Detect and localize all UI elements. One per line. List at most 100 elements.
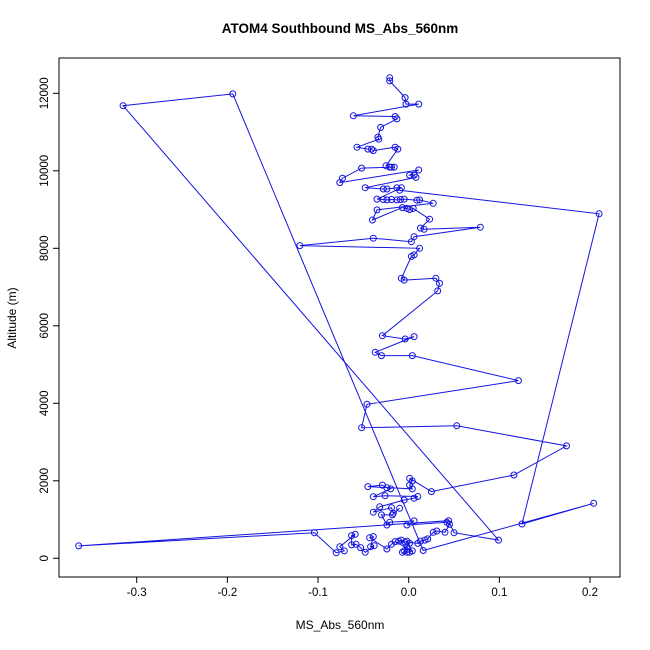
data-point-marker <box>413 196 421 204</box>
data-point-marker <box>353 143 361 151</box>
y-tick-label: 0 <box>39 555 51 561</box>
data-point-marker <box>393 115 401 123</box>
data-point-marker <box>590 499 598 507</box>
x-axis: -0.3 -0.2 -0.1 0.0 0.1 0.2 <box>127 577 598 599</box>
data-point-marker <box>429 199 437 207</box>
data-point-marker <box>358 424 366 432</box>
data-point-marker <box>358 164 366 172</box>
data-point-marker <box>398 548 406 556</box>
data-point-marker <box>445 517 453 525</box>
x-tick-label: -0.2 <box>217 587 237 599</box>
data-point-marker <box>400 276 408 284</box>
y-axis-title: Altitude (m) <box>5 287 19 348</box>
data-line <box>78 77 600 554</box>
data-point-marker <box>379 196 387 203</box>
data-point-marker <box>408 547 416 555</box>
data-point-marker <box>433 527 441 535</box>
x-tick-label: 0.2 <box>582 587 598 599</box>
data-point-marker <box>495 536 502 544</box>
data-point-marker <box>357 544 365 552</box>
data-point-marker <box>369 147 377 155</box>
data-point-marker <box>409 204 417 212</box>
data-point-marker <box>401 94 409 102</box>
data-point-marker <box>446 520 453 528</box>
data-point-marker <box>378 511 385 519</box>
y-tick-label: 6000 <box>39 313 51 339</box>
data-point-marker <box>414 539 422 547</box>
data-point-marker <box>119 102 127 110</box>
data-point-marker <box>369 508 377 516</box>
y-tick-label: 4000 <box>39 391 51 417</box>
data-point-marker <box>434 287 442 295</box>
x-axis-title: MS_Abs_560nm <box>296 618 385 632</box>
data-point-marker <box>367 543 375 551</box>
y-axis: 0 2000 4000 6000 8000 10000 12000 <box>39 77 59 562</box>
data-point-marker <box>386 74 394 82</box>
data-point-marker <box>432 274 440 282</box>
data-point-marker <box>296 242 304 250</box>
data-point-marker <box>388 540 395 548</box>
data-point-marker <box>416 196 424 204</box>
data-point-marker <box>408 485 416 493</box>
data-point-marker <box>563 442 570 450</box>
data-point-marker <box>310 529 318 537</box>
data-point-marker <box>368 145 375 153</box>
data-point-marker <box>403 521 411 529</box>
data-point-marker <box>378 332 386 340</box>
data-point-marker <box>407 252 415 260</box>
data-point-marker <box>404 545 412 553</box>
data-point-marker <box>401 335 409 343</box>
data-point-marker <box>406 206 414 213</box>
data-point-marker <box>368 216 376 224</box>
data-point-marker <box>383 545 391 553</box>
data-point-marker <box>336 543 344 551</box>
x-tick-label: -0.3 <box>127 587 147 599</box>
data-point-marker <box>410 171 418 179</box>
data-point-marker <box>410 333 418 341</box>
data-point-marker <box>416 244 424 252</box>
data-point-marker <box>408 352 416 360</box>
data-point-marker <box>427 488 435 496</box>
data-point-marker <box>429 528 437 536</box>
data-point-marker <box>420 225 428 233</box>
data-point-marker <box>349 112 357 120</box>
data-point-marker <box>371 348 379 356</box>
data-point-marker <box>406 171 414 179</box>
data-point-marker <box>402 100 410 108</box>
data-point-marker <box>388 196 395 203</box>
data-point-marker <box>510 471 518 479</box>
data-point-marker <box>410 517 418 525</box>
data-point-marker <box>336 179 344 187</box>
data-point-marker <box>378 352 385 360</box>
data-point-marker <box>383 484 391 492</box>
data-point-marker <box>415 166 423 174</box>
data-point-marker <box>410 494 418 502</box>
data-point-marker <box>396 504 404 512</box>
data-point-marker <box>370 542 378 550</box>
data-point-marker <box>348 532 356 540</box>
data-point-marker <box>414 493 422 500</box>
data-point-marker <box>514 377 522 385</box>
data-point-marker <box>407 238 415 246</box>
data-point-marker <box>352 540 360 548</box>
data-point-marker <box>381 492 389 500</box>
data-point-marker <box>379 185 387 193</box>
data-point-marker <box>388 511 396 519</box>
data-point-marker <box>340 547 348 555</box>
data-point-marker <box>419 547 427 554</box>
y-tick-label: 12000 <box>39 77 51 109</box>
data-point-marker <box>398 204 406 212</box>
data-point-marker <box>386 518 394 526</box>
data-point-marker <box>400 496 408 504</box>
data-point-marker <box>363 400 371 408</box>
data-point-marker <box>361 184 369 192</box>
y-tick-label: 10000 <box>39 155 51 187</box>
y-tick-label: 2000 <box>39 468 51 494</box>
data-point-marker <box>75 542 83 550</box>
data-point-marker <box>476 223 484 231</box>
data-point-marker <box>332 549 340 557</box>
data-point-marker <box>369 234 377 242</box>
data-point-marker <box>421 536 429 544</box>
